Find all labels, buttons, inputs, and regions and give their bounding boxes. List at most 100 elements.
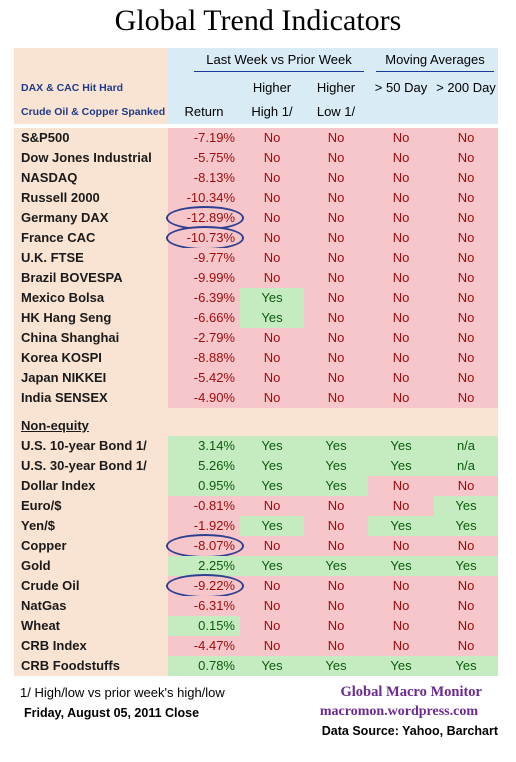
higher-low-value: No xyxy=(304,228,368,248)
higher-low-value: No xyxy=(304,288,368,308)
return-value: -5.75% xyxy=(168,148,240,168)
row-name: CRB Foodstuffs xyxy=(14,656,168,676)
ma50-value: No xyxy=(368,308,434,328)
ma50-value: Yes xyxy=(368,456,434,476)
return-value: 2.25% xyxy=(168,556,240,576)
table-row: Euro/$ -0.81% No No No Yes xyxy=(14,496,498,516)
header-return-top xyxy=(168,76,240,100)
ma200-value: n/a xyxy=(434,436,498,456)
table-row: India SENSEX -4.90% No No No No xyxy=(14,388,498,408)
higher-high-value: Yes xyxy=(240,516,304,536)
ma50-value: Yes xyxy=(368,436,434,456)
ma50-value: No xyxy=(368,368,434,388)
higher-low-value: No xyxy=(304,536,368,556)
ma200-value: Yes xyxy=(434,516,498,536)
table-row: U.S. 30-year Bond 1/5.26% Yes Yes Yes n/a xyxy=(14,456,498,476)
row-name: Brazil BOVESPA xyxy=(14,268,168,288)
ma200-value: No xyxy=(434,208,498,228)
table-row: Gold 2.25% Yes Yes Yes Yes xyxy=(14,556,498,576)
return-value: 0.15% xyxy=(168,616,240,636)
table-row: Crude Oil -9.22% No No No No xyxy=(14,574,498,598)
table-row: Wheat 0.15% No No No No xyxy=(14,616,498,636)
higher-high-value: No xyxy=(240,328,304,348)
header-higher-high-top: Higher xyxy=(240,76,304,100)
ma200-value: No xyxy=(434,596,498,616)
table-row: U.K. FTSE -9.77% No No No No xyxy=(14,248,498,268)
header-ma50-blank xyxy=(368,100,434,124)
table-row: S&P500 -7.19% No No No No xyxy=(14,128,498,148)
table-row: Brazil BOVESPA -9.99% No No No No xyxy=(14,268,498,288)
row-name: S&P500 xyxy=(14,128,168,148)
higher-low-value: No xyxy=(304,168,368,188)
table-row: Dollar Index 0.95% Yes Yes No No xyxy=(14,476,498,496)
ma200-value: No xyxy=(434,168,498,188)
higher-low-value: No xyxy=(304,388,368,408)
higher-high-value: No xyxy=(240,368,304,388)
row-name: France CAC xyxy=(14,228,168,248)
ma50-value: No xyxy=(368,476,434,496)
table-row: Korea KOSPI -8.88% No No No No xyxy=(14,348,498,368)
row-name: U.S. 10-year Bond 1/ xyxy=(14,436,168,456)
table-row: U.S. 10-year Bond 1/3.14% Yes Yes Yes n/a xyxy=(14,436,498,456)
higher-high-value: Yes xyxy=(240,436,304,456)
table-row: Japan NIKKEI -5.42% No No No No xyxy=(14,368,498,388)
higher-high-value: Yes xyxy=(240,476,304,496)
ma50-value: No xyxy=(368,576,434,596)
return-value: -8.88% xyxy=(168,348,240,368)
higher-low-value: No xyxy=(304,576,368,596)
ma200-value: No xyxy=(434,476,498,496)
nonequity-section: U.S. 10-year Bond 1/3.14% Yes Yes Yes n/a U.S… xyxy=(14,436,498,676)
ma50-value: No xyxy=(368,188,434,208)
row-name: NatGas xyxy=(14,596,168,616)
higher-low-value: No xyxy=(304,516,368,536)
header-ma50: > 50 Day xyxy=(368,76,434,100)
higher-high-value: No xyxy=(240,636,304,656)
higher-low-value: Yes xyxy=(304,476,368,496)
ma200-value: No xyxy=(434,328,498,348)
return-value: -9.22% xyxy=(168,576,240,596)
return-value: -7.19% xyxy=(168,128,240,148)
ma50-value: No xyxy=(368,288,434,308)
ma200-value: No xyxy=(434,616,498,636)
table-row: Copper -8.07% No No No No xyxy=(14,534,498,558)
table-row: NASDAQ -8.13% No No No No xyxy=(14,168,498,188)
row-name: Gold xyxy=(14,556,168,576)
return-value: 5.26% xyxy=(168,456,240,476)
ma200-value: No xyxy=(434,128,498,148)
row-name: Japan NIKKEI xyxy=(14,368,168,388)
ma200-value: Yes xyxy=(434,656,498,676)
table-row: HK Hang Seng -6.66% Yes No No No xyxy=(14,308,498,328)
return-value: 0.95% xyxy=(168,476,240,496)
ma50-value: No xyxy=(368,148,434,168)
ma200-value: Yes xyxy=(434,496,498,516)
header-row-bottom: Crude Oil & Copper Spanked Return High 1… xyxy=(14,100,498,124)
return-value: -12.89% xyxy=(168,208,240,228)
header-blank xyxy=(14,48,168,76)
table-row: Germany DAX -12.89% No No No No xyxy=(14,206,498,230)
ma200-value: No xyxy=(434,368,498,388)
row-name: CRB Index xyxy=(14,636,168,656)
ma50-value: No xyxy=(368,208,434,228)
higher-high-value: No xyxy=(240,536,304,556)
return-value: -8.07% xyxy=(168,536,240,556)
ma50-value: No xyxy=(368,388,434,408)
higher-low-value: Yes xyxy=(304,436,368,456)
table-row: CRB Foodstuffs 0.78% Yes Yes Yes Yes xyxy=(14,656,498,676)
higher-high-value: Yes xyxy=(240,308,304,328)
row-name: HK Hang Seng xyxy=(14,308,168,328)
return-value: -6.39% xyxy=(168,288,240,308)
higher-high-value: No xyxy=(240,188,304,208)
return-value: -4.47% xyxy=(168,636,240,656)
row-name: Mexico Bolsa xyxy=(14,288,168,308)
header-ma200-blank xyxy=(434,100,498,124)
higher-high-value: No xyxy=(240,268,304,288)
section-label-nonequity: Non-equity xyxy=(14,416,498,436)
trend-table: Last Week vs Prior Week Moving Averages … xyxy=(14,48,498,676)
header-row-groups: Last Week vs Prior Week Moving Averages xyxy=(14,48,498,76)
page-title: Global Trend Indicators xyxy=(114,4,402,37)
spacer xyxy=(14,408,498,416)
row-name: Germany DAX xyxy=(14,208,168,228)
header-return: Return xyxy=(168,100,240,124)
return-value: -5.42% xyxy=(168,368,240,388)
ma50-value: Yes xyxy=(368,516,434,536)
